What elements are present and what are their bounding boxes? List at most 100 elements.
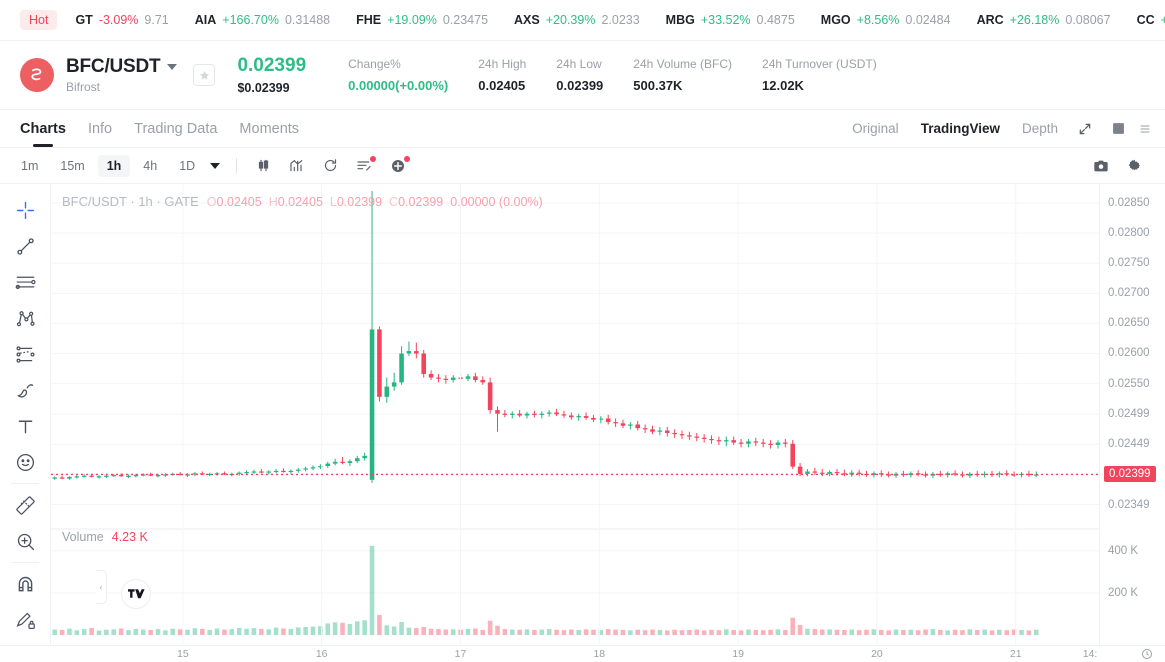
trend-line-tool-icon[interactable] bbox=[7, 228, 43, 264]
magnet-icon[interactable] bbox=[7, 566, 43, 602]
stat-value: 500.37K bbox=[633, 78, 683, 93]
ticker-item[interactable]: AXS +20.39% 2.0233 bbox=[514, 13, 640, 27]
chart-legend: BFC/USDT · 1h · GATE O0.02405 H0.02405 L… bbox=[62, 194, 550, 209]
indicators-icon[interactable] bbox=[289, 158, 305, 174]
ticker-symbol: MBG bbox=[665, 13, 695, 27]
add-indicator-icon[interactable] bbox=[390, 155, 411, 174]
volume-axis-label: 400 K bbox=[1108, 544, 1139, 557]
ticker-price: 0.23475 bbox=[442, 13, 489, 27]
ticker-item[interactable]: FHE +19.09% 0.23475 bbox=[356, 13, 488, 27]
chevron-down-icon[interactable] bbox=[167, 64, 178, 70]
section-tabs[interactable]: Charts Info Trading Data Moments bbox=[20, 110, 321, 147]
ticker-change: +8.56% bbox=[856, 13, 900, 27]
clock-icon[interactable] bbox=[1141, 647, 1153, 662]
price-axis-label: 0.02499 bbox=[1108, 408, 1150, 421]
tab-moments[interactable]: Moments bbox=[239, 120, 300, 137]
header-stat: 24h Low 0.02399 bbox=[556, 57, 603, 93]
refresh-icon[interactable] bbox=[323, 158, 338, 173]
chart-canvas[interactable]: BFC/USDT · 1h · GATE O0.02405 H0.02405 L… bbox=[51, 184, 1099, 645]
favorite-star-button[interactable] bbox=[193, 64, 216, 86]
section-tabs-row: Charts Info Trading Data Moments Original Tr… bbox=[0, 110, 1165, 148]
ticker-price: 0.08067 bbox=[1065, 13, 1111, 27]
chart-toolbar: 1m 15m 1h 4h 1D bbox=[0, 148, 1165, 184]
pair-name-block[interactable]: BFC/USDT Bifrost bbox=[66, 56, 178, 94]
crosshair-tool-icon[interactable] bbox=[7, 192, 43, 228]
coin-full-name: Bifrost bbox=[66, 80, 101, 94]
ticker-change: +13.76% bbox=[1161, 13, 1165, 27]
measure-ruler-icon[interactable] bbox=[7, 487, 43, 523]
zoom-in-icon[interactable] bbox=[7, 523, 43, 559]
market-ticker-bar[interactable]: Hot GT -3.09% 9.71 AIA +166.70% 0.31488 FHE +19… bbox=[0, 0, 1165, 41]
chart-legend-title: BFC/USDT · 1h · GATE bbox=[62, 194, 199, 209]
pair-header: BFC/USDT Bifrost 0.02399 $0.02399 Change… bbox=[0, 41, 1165, 110]
ticker-change: +33.52% bbox=[700, 13, 751, 27]
pitchfork-pattern-tool-icon[interactable] bbox=[7, 300, 43, 336]
chart-settings-gear-icon[interactable] bbox=[1127, 158, 1142, 173]
horizontal-lines-tool-icon[interactable] bbox=[7, 264, 43, 300]
legend-high: H0.02405 bbox=[268, 195, 323, 209]
candlestick-type-icon[interactable] bbox=[256, 158, 271, 173]
ticker-item[interactable]: MBG +33.52% 0.4875 bbox=[666, 13, 795, 27]
tab-charts[interactable]: Charts bbox=[20, 110, 66, 147]
price-axis-label: 0.02600 bbox=[1108, 347, 1150, 360]
timeframe-1m[interactable]: 1m bbox=[21, 158, 39, 173]
lock-drawings-pencil-icon[interactable] bbox=[7, 602, 43, 638]
time-axis-label: 16 bbox=[315, 648, 328, 660]
more-menu-icon[interactable] bbox=[1139, 122, 1151, 136]
ticker-item[interactable]: ARC +26.18% 0.08067 bbox=[977, 13, 1111, 27]
timeframe-15m[interactable]: 15m bbox=[60, 158, 85, 173]
toolbar-divider bbox=[11, 483, 39, 484]
price-axis-label: 0.02800 bbox=[1108, 227, 1150, 240]
stat-label: 24h Turnover (USDT) bbox=[762, 57, 877, 71]
timeframe-4h[interactable]: 4h bbox=[143, 158, 158, 173]
view-tab-depth[interactable]: Depth bbox=[1021, 121, 1058, 136]
time-axis[interactable]: 15 16 17 18 19 20 21 14: bbox=[0, 645, 1165, 662]
chart-view-tabs[interactable]: Original TradingView Depth bbox=[830, 110, 1151, 147]
chart-plot-svg bbox=[51, 184, 1099, 645]
text-tool-icon[interactable] bbox=[7, 408, 43, 444]
expand-icon[interactable] bbox=[1078, 122, 1092, 136]
stat-value: 0.02399 bbox=[556, 78, 604, 93]
time-axis-label: 17 bbox=[454, 648, 467, 660]
header-stat: 24h High 0.02405 bbox=[478, 57, 526, 93]
layout-square-icon[interactable] bbox=[1112, 122, 1125, 135]
fib-channel-tool-icon[interactable] bbox=[7, 336, 43, 372]
stat-label: 24h Low bbox=[556, 57, 602, 71]
drawing-list-icon[interactable] bbox=[356, 155, 377, 174]
ticker-item[interactable]: AIA +166.70% 0.31488 bbox=[195, 13, 330, 27]
stat-label: 24h Volume (BFC) bbox=[633, 57, 733, 71]
ticker-item[interactable]: CC+13.76%0.12534 bbox=[1137, 13, 1165, 27]
tab-info[interactable]: Info bbox=[87, 120, 113, 137]
price-axis-label: 0.02349 bbox=[1108, 498, 1150, 511]
legend-change: 0.00000 (0.00%) bbox=[450, 195, 543, 209]
view-tab-tradingview[interactable]: TradingView bbox=[920, 121, 1000, 136]
toolbar-divider bbox=[236, 157, 238, 174]
ticker-symbol: AXS bbox=[514, 13, 540, 27]
stat-label: 24h High bbox=[478, 57, 527, 71]
ticker-item[interactable]: MGO +8.56% 0.02484 bbox=[821, 13, 951, 27]
last-price: 0.02399 bbox=[237, 55, 307, 77]
header-stat: 24h Volume (BFC) 500.37K bbox=[633, 57, 732, 93]
ticker-price: 9.71 bbox=[144, 13, 169, 27]
emoji-tool-icon[interactable] bbox=[7, 444, 43, 480]
timeframe-dropdown-icon[interactable] bbox=[210, 162, 221, 169]
ticker-price: 0.31488 bbox=[284, 13, 331, 27]
sidebar-collapse-handle[interactable]: ‹ bbox=[96, 570, 107, 604]
bifrost-coin-icon bbox=[20, 58, 54, 92]
ticker-item[interactable]: GT -3.09% 9.71 bbox=[75, 13, 168, 27]
price-axis-label: 0.02650 bbox=[1108, 317, 1150, 330]
volume-legend: Volume 4.23 K bbox=[62, 530, 148, 544]
ticker-change: +20.39% bbox=[545, 13, 596, 27]
tab-trading-data[interactable]: Trading Data bbox=[134, 120, 218, 137]
timeframe-1D[interactable]: 1D bbox=[179, 158, 196, 173]
drawing-tools-sidebar[interactable] bbox=[0, 184, 51, 645]
price-axis[interactable]: 0.02850 0.02800 0.02750 0.02700 0.02650 0.026… bbox=[1099, 184, 1165, 645]
brush-tool-icon[interactable] bbox=[7, 372, 43, 408]
tradingview-logo-badge[interactable] bbox=[121, 579, 151, 609]
stat-value: 0.00000(+0.00%) bbox=[348, 78, 449, 93]
price-axis-label: 0.02550 bbox=[1108, 377, 1150, 390]
view-tab-original[interactable]: Original bbox=[852, 121, 899, 136]
timeframe-1h[interactable]: 1h bbox=[97, 154, 131, 177]
screenshot-camera-icon[interactable] bbox=[1093, 158, 1109, 174]
